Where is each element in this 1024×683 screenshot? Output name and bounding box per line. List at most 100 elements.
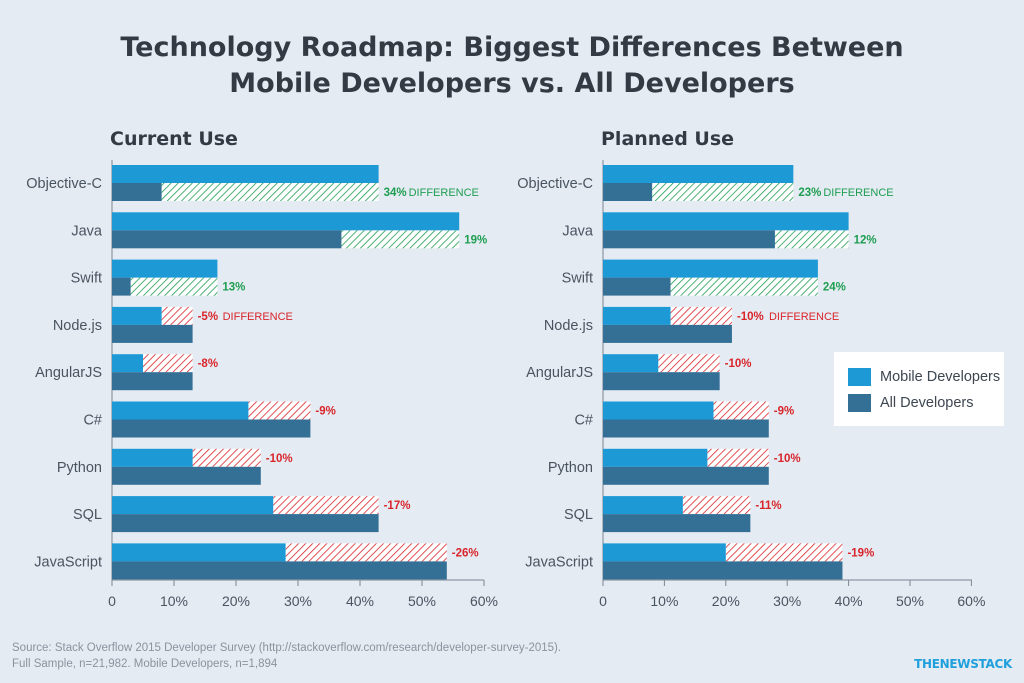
difference-label-1-8: -19% [847,547,874,559]
bar-all-0-5 [112,419,311,438]
difference-label-1-2: 24% [823,282,846,294]
category-label-0-4: AngularJS [35,365,102,381]
difference-bar-0-7 [273,496,379,515]
x-tick-label-0-0: 0 [108,593,116,609]
bar-all-1-5 [603,419,769,438]
category-label-1-5: C# [574,413,593,429]
difference-label-0-4: -8% [198,358,218,370]
bar-all-0-7 [112,514,379,533]
x-tick-label-0-5: 50% [408,593,436,609]
difference-label-1-7: -11% [755,500,781,512]
bar-all-0-2 [112,277,131,296]
bar-mobile-1-1 [603,212,849,231]
category-label-0-1: Java [71,223,103,239]
difference-label-1-0: 23% [798,187,821,199]
x-tick-label-0-4: 40% [346,593,374,609]
difference-bar-1-7 [682,496,751,515]
difference-label-1-3: -10% [737,311,764,323]
x-tick-label-1-1: 10% [650,593,678,609]
difference-bar-1-2 [670,277,818,296]
panel-0: Current Use 0 10% 20% 30% 40% 50% 60% Objective-… [26,128,498,609]
difference-bar-1-4 [658,354,720,373]
category-label-0-5: C# [83,413,102,429]
legend-item-all: All Developers [848,390,1004,416]
difference-word-1-3: DIFFERENCE [769,311,839,323]
bar-all-1-8 [603,561,843,580]
difference-label-0-6: -10% [266,453,293,465]
difference-label-0-8: -26% [452,547,479,559]
x-tick-label-1-4: 40% [835,593,863,609]
difference-label-1-1: 12% [854,234,877,246]
bar-mobile-1-7 [603,496,683,515]
source-line-2: Full Sample, n=21,982. Mobile Developers… [12,658,278,670]
difference-label-0-0: 34% [384,187,407,199]
category-label-0-3: Node.js [53,318,102,334]
category-label-1-6: Python [548,460,593,476]
panel-title-0: Current Use [110,128,238,150]
bar-mobile-0-6 [112,448,193,467]
difference-label-1-4: -10% [725,358,752,370]
panel-title-1: Planned Use [601,128,734,150]
panel-1: Planned Use 0 10% 20% 30% 40% 50% 60% Objective-… [517,128,985,609]
difference-label-1-5: -9% [774,406,794,418]
bar-mobile-1-4 [603,354,659,373]
x-tick-label-1-3: 30% [773,593,801,609]
x-tick-label-1-6: 60% [957,593,985,609]
bar-all-1-6 [603,466,769,485]
bar-all-1-7 [603,514,751,533]
bar-all-0-8 [112,561,447,580]
main-title: Technology Roadmap: Biggest Differences … [0,30,1024,102]
category-label-0-7: SQL [73,507,102,523]
difference-label-0-2: 13% [222,282,245,294]
difference-label-0-7: -17% [384,500,411,512]
legend-label-all: All Developers [880,395,974,411]
bar-mobile-0-7 [112,496,274,515]
x-tick-label-0-1: 10% [160,593,188,609]
bar-all-1-0 [603,183,653,201]
bar-mobile-0-4 [112,354,143,373]
main-title-line-2: Mobile Developers vs. All Developers [229,68,795,99]
difference-bar-0-8 [285,543,447,562]
difference-bar-0-6 [192,448,261,467]
difference-bar-1-8 [725,543,843,562]
difference-label-0-5: -9% [315,406,335,418]
difference-word-0-0: DIFFERENCE [409,187,479,199]
bar-all-0-0 [112,183,162,201]
difference-word-0-3: DIFFERENCE [223,311,293,323]
bar-all-1-2 [603,277,671,296]
legend-label-mobile: Mobile Developers [880,369,1001,385]
x-tick-label-0-2: 20% [222,593,250,609]
bar-mobile-0-8 [112,543,286,562]
bar-mobile-1-3 [603,306,671,325]
main-title-line-1: Technology Roadmap: Biggest Differences … [120,32,904,63]
x-tick-label-1-5: 50% [896,593,924,609]
bar-all-0-1 [112,230,342,249]
difference-bar-0-2 [130,277,218,296]
bar-mobile-1-6 [603,448,708,467]
bar-mobile-1-0 [603,165,794,183]
x-tick-label-0-3: 30% [284,593,312,609]
difference-label-1-6: -10% [774,453,801,465]
difference-bar-0-3 [161,306,193,325]
bar-mobile-0-3 [112,306,162,325]
legend: Mobile Developers All Developers [834,352,1004,426]
category-label-0-8: JavaScript [34,554,102,570]
difference-word-1-0: DIFFERENCE [823,187,893,199]
x-tick-label-1-0: 0 [599,593,607,609]
category-label-0-6: Python [57,460,102,476]
legend-swatch-all [848,394,871,412]
bar-mobile-0-1 [112,212,460,231]
legend-swatch-mobile [848,368,871,386]
difference-bar-1-3 [670,306,732,325]
difference-bar-0-5 [248,401,311,420]
bar-all-1-1 [603,230,775,249]
difference-bar-0-4 [143,354,193,373]
bar-all-0-6 [112,466,261,485]
difference-bar-1-1 [774,230,849,249]
bar-all-1-3 [603,324,732,343]
category-label-1-8: JavaScript [525,554,593,570]
bar-mobile-0-2 [112,259,218,278]
legend-item-mobile: Mobile Developers [848,364,1004,390]
bar-all-0-3 [112,324,193,343]
